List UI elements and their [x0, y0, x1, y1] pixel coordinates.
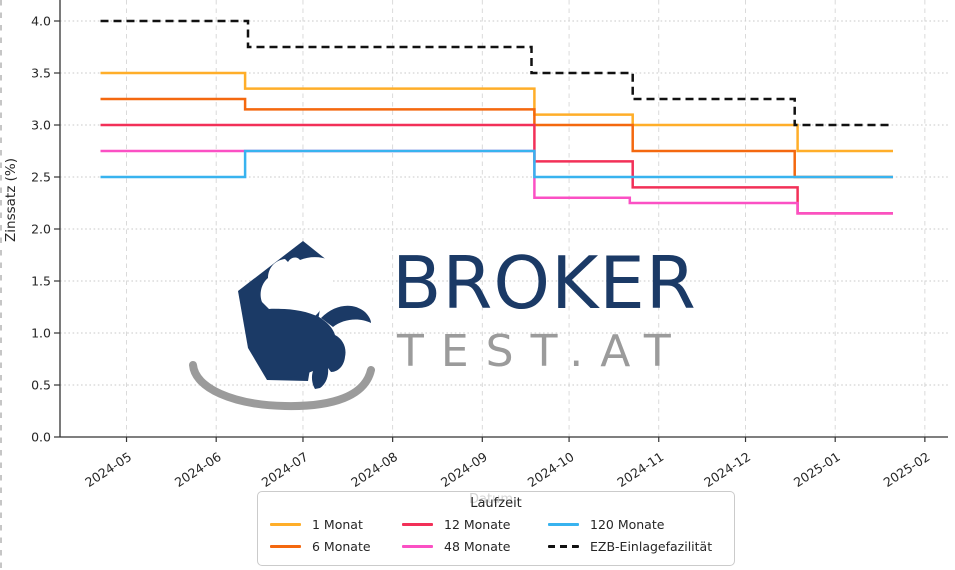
series-line-1-monat — [100, 71, 893, 153]
legend-label: 12 Monate — [444, 516, 511, 532]
page-edge-dashed-line — [0, 0, 2, 570]
y-tick-label: 3.0 — [31, 118, 51, 133]
series-line-ezb-einlagefazilit-t — [100, 19, 893, 127]
legend-label: 1 Monat — [312, 516, 363, 532]
y-tick-label: 4.0 — [31, 14, 51, 29]
legend-label: EZB-Einlagefazilität — [590, 538, 713, 554]
legend-item: EZB-Einlagefazilität — [548, 539, 725, 554]
y-tick-label: 2.0 — [31, 222, 51, 237]
legend-item: 12 Monate — [402, 517, 548, 532]
y-tick-label: 0.0 — [31, 430, 51, 445]
logo-bull-head — [263, 308, 346, 389]
series-line-12-monate — [100, 123, 893, 215]
legend-swatch-dashed — [548, 544, 579, 548]
y-tick-label: 0.5 — [31, 378, 51, 393]
legend-item: 120 Monate — [548, 517, 725, 532]
brand-name: BROKER — [392, 241, 697, 325]
y-tick-label: 3.5 — [31, 66, 51, 81]
series-line-6-monate — [100, 97, 893, 179]
y-tick-label: 1.0 — [31, 326, 51, 341]
y-axis-label: Zinssatz (%) — [3, 158, 19, 242]
legend-swatch-line — [402, 522, 433, 526]
legend-label: 120 Monate — [590, 516, 665, 532]
x-tick-label: 2024-08 — [348, 449, 400, 490]
legend-swatch-line — [548, 522, 579, 526]
y-tick-label: 1.5 — [31, 274, 51, 289]
legend-swatch-line — [270, 544, 301, 548]
x-tick-label: 2025-02 — [881, 449, 933, 490]
x-tick-label: 2024-07 — [259, 449, 311, 490]
legend-swatch-line — [270, 522, 301, 526]
logo-bull-horn — [321, 305, 371, 327]
legend-entries: 1 Monat 6 Monate 12 Monate 48 Monate 120 Mon… — [267, 513, 725, 557]
x-tick-label: 2024-12 — [701, 449, 753, 490]
legend-item: 48 Monate — [402, 539, 548, 554]
legend: Laufzeit 1 Monat 6 Monate 12 Monate 48 Mona… — [257, 491, 735, 566]
legend-title: Laufzeit — [470, 496, 522, 511]
x-tick-label: 2024-10 — [525, 449, 577, 490]
legend-swatch-line — [402, 544, 433, 548]
x-tick-label: 2024-06 — [172, 449, 224, 490]
brand-domain: TEST.AT — [397, 326, 688, 377]
bull-bear-logo-icon — [189, 241, 375, 411]
legend-label: 48 Monate — [444, 538, 511, 554]
logo-bear-silhouette — [260, 257, 342, 316]
x-tick-label: 2024-09 — [438, 449, 490, 490]
legend-label: 6 Monate — [312, 538, 371, 554]
series-line-48-monate — [100, 149, 893, 215]
legend-item: 6 Monate — [270, 539, 402, 554]
legend-item: 1 Monat — [270, 517, 402, 532]
y-tick-label: 2.5 — [31, 170, 51, 185]
x-tick-label: 2024-05 — [82, 449, 134, 490]
x-tick-label: 2025-01 — [791, 449, 843, 490]
logo-swoosh — [189, 361, 375, 411]
x-tick-label: 2024-11 — [614, 449, 666, 490]
series-line-120-monate — [100, 149, 893, 179]
